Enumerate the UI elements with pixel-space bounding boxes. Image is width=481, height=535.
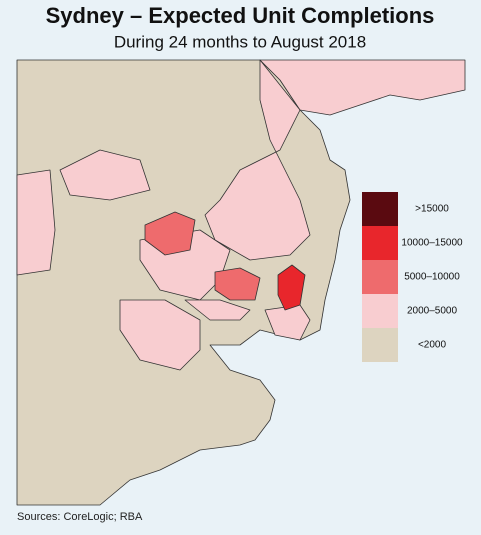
legend-swatch: [362, 328, 398, 362]
region-canterbury: [214, 267, 261, 301]
legend-label: 10000–15000: [401, 238, 463, 249]
subtitle: During 24 months to August 2018: [114, 32, 366, 51]
region-parramatta: [144, 211, 196, 256]
legend-swatch: [362, 192, 398, 226]
region-west: [16, 169, 56, 276]
region-northwest: [59, 149, 151, 201]
region-inner-south: [184, 299, 251, 321]
region-north-coast: [259, 59, 466, 116]
legend-label: 5000–10000: [404, 272, 460, 283]
map: [16, 59, 466, 506]
region-north: [204, 59, 311, 261]
legend-label: <2000: [418, 340, 447, 351]
title: Sydney – Expected Unit Completions: [46, 3, 435, 28]
legend-label: 2000–5000: [407, 306, 457, 317]
source: Sources: CoreLogic; RBA: [17, 511, 143, 523]
legend: >15000 10000–15000 5000–10000 2000–5000 <200…: [362, 192, 463, 362]
legend-swatch: [362, 226, 398, 260]
region-sydney: [277, 264, 306, 311]
legend-swatch: [362, 294, 398, 328]
region-southwest: [119, 299, 201, 371]
legend-label: >15000: [415, 204, 449, 215]
legend-swatch: [362, 260, 398, 294]
